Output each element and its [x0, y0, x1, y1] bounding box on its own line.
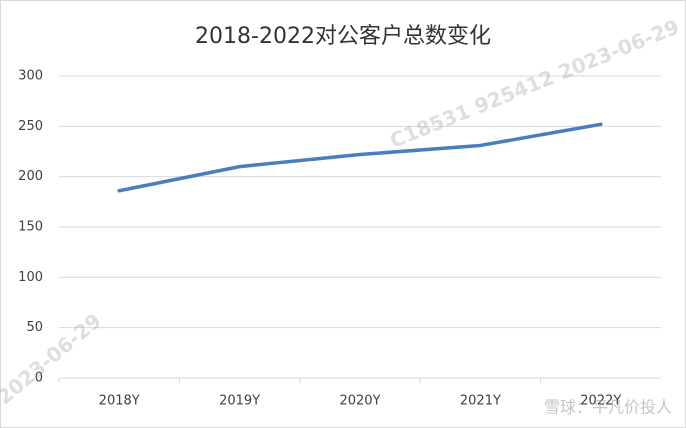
line-series	[117, 122, 603, 193]
x-tick-label: 2020Y	[339, 394, 380, 409]
y-tick-label: 100	[18, 270, 43, 285]
y-tick-label: 50	[26, 320, 43, 335]
y-tick-label: 250	[18, 119, 43, 134]
watermark-source: 雪球：平凡价投人	[544, 398, 672, 417]
x-tick-label: 2021Y	[460, 394, 501, 409]
y-tick-label: 150	[18, 220, 43, 235]
y-tick-label: 300	[18, 69, 43, 84]
y-tick-label: 0	[35, 371, 43, 386]
x-tick-label: 2018Y	[99, 394, 140, 409]
x-tick-label: 2022Y	[580, 394, 621, 409]
chart-title: 2018-2022对公客户总数变化	[195, 24, 491, 49]
y-tick-label: 200	[18, 169, 43, 184]
x-tick-label: 2019Y	[219, 394, 260, 409]
